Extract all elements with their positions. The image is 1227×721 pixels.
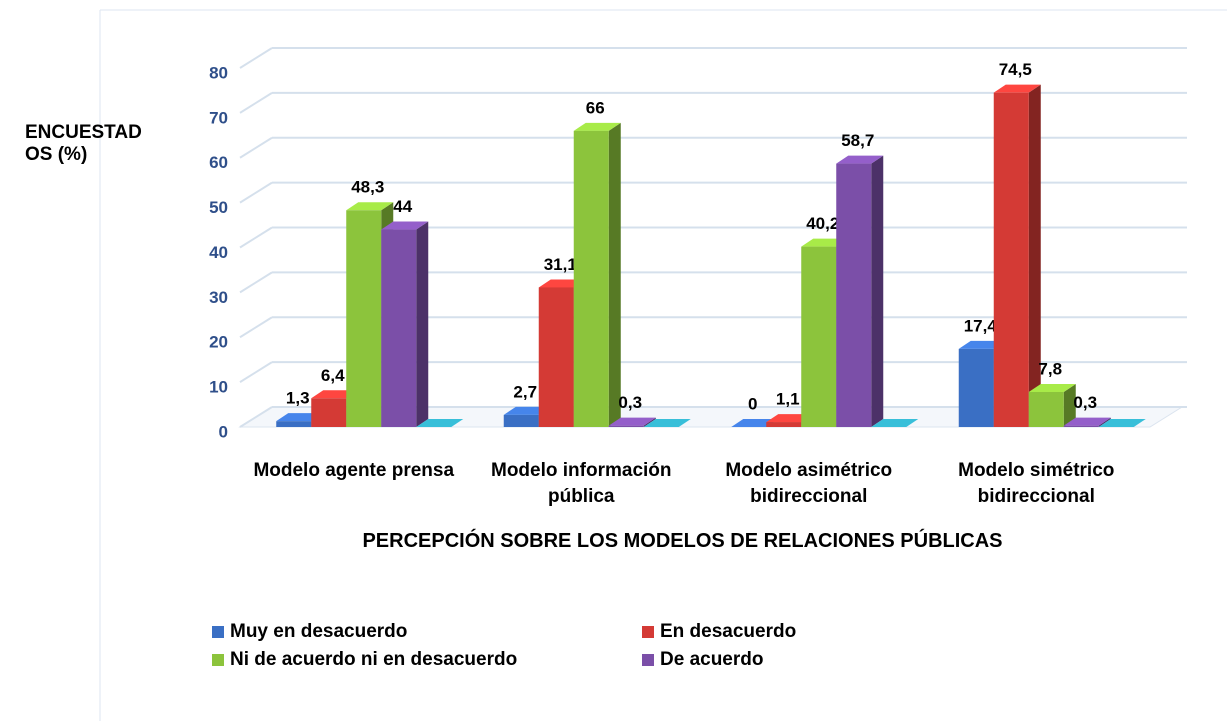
value-label: 66 bbox=[586, 98, 605, 117]
value-label: 48,3 bbox=[351, 178, 384, 197]
bar-top bbox=[1063, 417, 1111, 426]
legend-label: De acuerdo bbox=[660, 649, 764, 670]
legend-swatch bbox=[212, 654, 224, 666]
bar bbox=[1028, 391, 1064, 427]
bar-side bbox=[1028, 84, 1041, 428]
bar bbox=[1063, 425, 1099, 427]
legend-label: Muy en desacuerdo bbox=[230, 621, 408, 642]
bar bbox=[993, 92, 1029, 428]
bar bbox=[958, 348, 994, 427]
legend-swatch bbox=[642, 654, 654, 666]
grid-line-side bbox=[239, 361, 273, 383]
value-label: 31,1 bbox=[544, 255, 577, 274]
grid-line-side bbox=[239, 181, 273, 204]
value-label: 7,8 bbox=[1038, 359, 1062, 378]
bar bbox=[801, 246, 837, 427]
bar-side bbox=[871, 155, 884, 428]
bar-side bbox=[643, 417, 656, 427]
grid-line-side bbox=[239, 406, 273, 428]
legend-item: De acuerdo bbox=[642, 646, 912, 674]
legend-swatch bbox=[212, 626, 224, 638]
y-axis-label: ENCUESTADOS (%) bbox=[25, 122, 175, 166]
legend-swatch bbox=[642, 626, 654, 638]
bar-top bbox=[346, 202, 394, 211]
value-label: 0,3 bbox=[618, 393, 642, 412]
bar bbox=[503, 414, 539, 427]
y-axis-label-text: ENCUESTADOS (%) bbox=[25, 122, 142, 165]
grid-line-side bbox=[239, 92, 273, 114]
bar-top bbox=[871, 419, 919, 427]
x-tick-label: Modelo simétrico bidireccional bbox=[958, 460, 1115, 507]
grid-line-side bbox=[239, 226, 273, 249]
value-label: 74,5 bbox=[999, 60, 1032, 79]
y-tick-label: 80 bbox=[209, 63, 228, 82]
legend-label: En desacuerdo bbox=[660, 621, 797, 642]
legend: Muy en desacuerdo En desacuerdo Ni de acue… bbox=[212, 618, 912, 674]
value-label: 44 bbox=[393, 197, 412, 216]
value-label: 2,7 bbox=[513, 382, 537, 401]
bar-side bbox=[416, 221, 429, 427]
value-label: 0 bbox=[748, 394, 757, 413]
x-tick-label: Modelo asimétrico bidireccional bbox=[725, 460, 893, 507]
y-tick-label: 30 bbox=[209, 288, 228, 307]
bar bbox=[538, 287, 574, 427]
x-tick-label: Modelo agente prensa bbox=[253, 460, 455, 481]
value-label: 6,4 bbox=[321, 366, 345, 385]
grid-line-side bbox=[239, 316, 273, 339]
value-label: 1,1 bbox=[776, 390, 800, 409]
y-tick-label: 20 bbox=[209, 333, 228, 352]
bar bbox=[608, 425, 644, 427]
value-label: 40,2 bbox=[806, 214, 839, 233]
bar-top bbox=[1028, 383, 1076, 392]
bar bbox=[346, 210, 382, 427]
y-tick-label: 70 bbox=[209, 108, 228, 127]
bar bbox=[573, 130, 609, 427]
bar bbox=[766, 422, 802, 427]
y-tick-label: 60 bbox=[209, 153, 228, 172]
x-tick-label: Modelo información pública bbox=[491, 460, 672, 507]
bar-side bbox=[1063, 383, 1076, 427]
bar bbox=[276, 421, 312, 427]
x-axis-label: PERCEPCIÓN SOBRE LOS MODELOS DE RELACION… bbox=[362, 530, 1003, 552]
value-label: 0,3 bbox=[1073, 393, 1097, 412]
bar-side bbox=[1098, 417, 1111, 427]
bar-top bbox=[993, 84, 1041, 93]
bar-top bbox=[381, 221, 429, 230]
grid-line-side bbox=[239, 47, 273, 69]
bar-top bbox=[416, 419, 464, 427]
legend-label: Ni de acuerdo ni en desacuerdo bbox=[230, 649, 518, 670]
legend-item: Muy en desacuerdo bbox=[212, 618, 642, 646]
y-tick-label: 0 bbox=[219, 422, 228, 441]
y-tick-label: 10 bbox=[209, 378, 228, 397]
bar bbox=[311, 398, 347, 427]
bar-top bbox=[643, 419, 691, 427]
legend-item: Ni de acuerdo ni en desacuerdo bbox=[212, 646, 642, 674]
grid-line-side bbox=[239, 136, 273, 159]
bar-top bbox=[608, 417, 656, 426]
bar-side bbox=[608, 122, 621, 427]
bar-top bbox=[836, 155, 884, 164]
grid-line-side bbox=[239, 271, 273, 294]
value-label: 1,3 bbox=[286, 389, 310, 408]
legend-item: En desacuerdo bbox=[642, 618, 912, 646]
bar-top bbox=[1098, 419, 1146, 427]
bar bbox=[836, 163, 872, 428]
value-label: 17,4 bbox=[964, 316, 998, 335]
bar-top bbox=[573, 122, 621, 131]
bar bbox=[381, 229, 417, 427]
y-tick-label: 50 bbox=[209, 198, 228, 217]
y-tick-label: 40 bbox=[209, 243, 228, 262]
value-label: 58,7 bbox=[841, 131, 874, 150]
